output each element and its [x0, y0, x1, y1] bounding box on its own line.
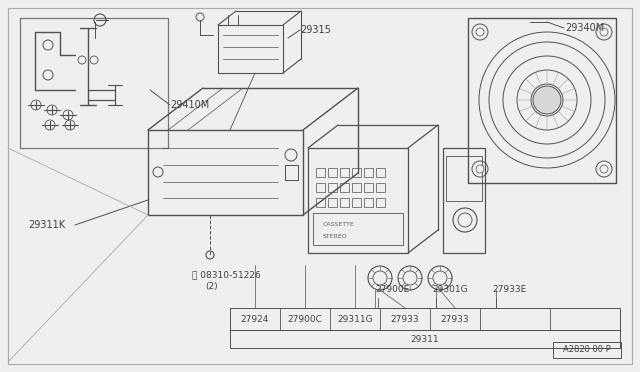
Bar: [230, 330, 620, 348]
Bar: [328, 198, 337, 207]
Bar: [328, 168, 337, 177]
Bar: [218, 25, 283, 73]
Bar: [352, 168, 361, 177]
Bar: [308, 148, 408, 253]
Text: 29301G: 29301G: [432, 285, 468, 295]
Text: 29311K: 29311K: [28, 220, 65, 230]
Text: 29315: 29315: [300, 25, 331, 35]
Text: 29410M: 29410M: [170, 100, 209, 110]
Text: CASSETTE: CASSETTE: [323, 221, 355, 227]
Circle shape: [533, 86, 561, 114]
Text: 27933: 27933: [441, 314, 469, 324]
Text: 29311: 29311: [411, 334, 439, 343]
Bar: [468, 18, 616, 183]
Bar: [20, 18, 168, 148]
Bar: [376, 198, 385, 207]
Text: 29311G: 29311G: [337, 314, 373, 324]
Bar: [376, 183, 385, 192]
Text: (2): (2): [205, 282, 218, 292]
Bar: [364, 183, 373, 192]
Bar: [340, 183, 349, 192]
Bar: [364, 198, 373, 207]
Bar: [316, 168, 325, 177]
Bar: [340, 198, 349, 207]
Bar: [352, 183, 361, 192]
Bar: [316, 183, 325, 192]
Bar: [364, 168, 373, 177]
Bar: [352, 198, 361, 207]
Bar: [313, 213, 403, 245]
Bar: [446, 156, 482, 201]
Text: A2820 00 P: A2820 00 P: [563, 346, 611, 355]
Bar: [230, 308, 620, 330]
Text: Ⓢ 08310-51226: Ⓢ 08310-51226: [192, 270, 260, 279]
Bar: [443, 148, 485, 253]
Text: 27933E: 27933E: [492, 285, 526, 295]
Text: STEREO: STEREO: [323, 234, 348, 238]
Bar: [553, 342, 621, 358]
Text: 27900C: 27900C: [287, 314, 323, 324]
Text: 27924: 27924: [241, 314, 269, 324]
Circle shape: [600, 165, 608, 173]
Circle shape: [476, 28, 484, 36]
Circle shape: [476, 165, 484, 173]
Bar: [316, 198, 325, 207]
Bar: [328, 183, 337, 192]
Text: 27900E: 27900E: [375, 285, 409, 295]
Circle shape: [600, 28, 608, 36]
Text: 29340M: 29340M: [565, 23, 604, 33]
Bar: [340, 168, 349, 177]
Bar: [376, 168, 385, 177]
Bar: [148, 130, 303, 215]
Text: 27933: 27933: [390, 314, 419, 324]
